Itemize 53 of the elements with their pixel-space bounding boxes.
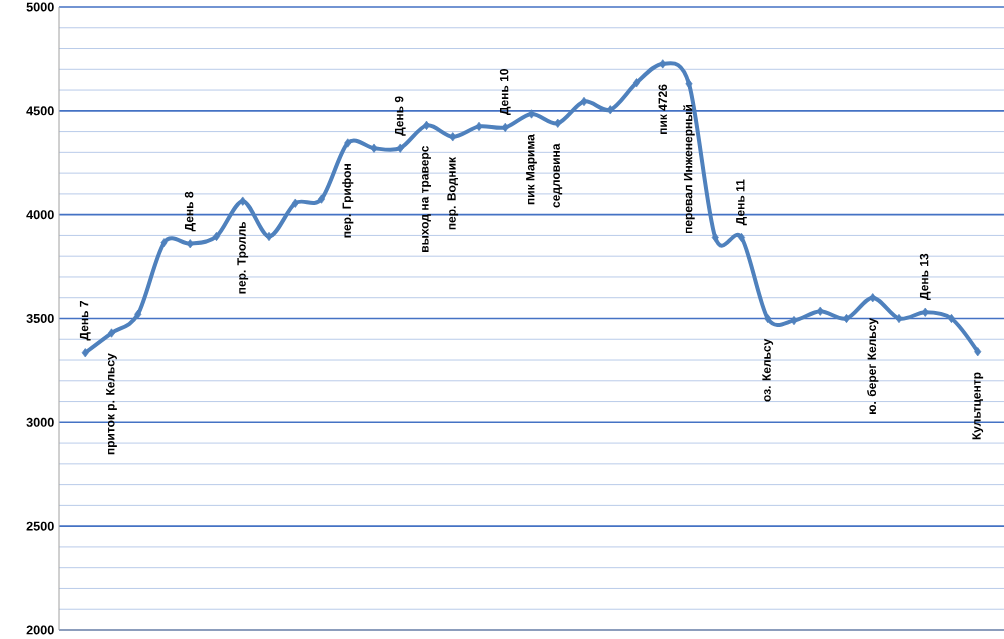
point xyxy=(239,196,247,206)
y-tick-label: 3500 xyxy=(26,314,54,323)
point xyxy=(869,293,877,303)
point xyxy=(134,309,142,319)
y-tick-label: 5000 xyxy=(26,2,54,12)
point xyxy=(921,307,929,317)
y-tick-label: 2500 xyxy=(26,521,54,531)
point xyxy=(475,121,483,132)
point xyxy=(81,348,89,358)
point xyxy=(160,238,168,248)
data-label: оз. Кельсу xyxy=(762,338,774,402)
point xyxy=(816,306,824,316)
data-label: День 7 xyxy=(79,301,91,341)
y-tick-label: 2000 xyxy=(26,625,54,635)
point xyxy=(974,347,982,357)
data-label: пер. Грифон xyxy=(342,164,354,238)
point xyxy=(659,59,667,69)
data-label: День 8 xyxy=(184,191,196,232)
data-label: перевал Инженерный xyxy=(683,104,695,234)
data-label: приток р. Кельсу xyxy=(106,353,117,455)
data-label: выход на траверс xyxy=(422,145,431,252)
point xyxy=(580,96,588,107)
point xyxy=(764,313,772,324)
data-label: седловина xyxy=(553,143,563,208)
point xyxy=(737,232,746,243)
data-label: пер. Водник xyxy=(447,157,459,230)
point xyxy=(396,143,404,153)
point xyxy=(632,78,641,88)
y-tick-label: 3000 xyxy=(26,417,54,427)
data-label: пер. Тролль xyxy=(237,221,249,294)
point xyxy=(554,118,562,128)
data-label: День 9 xyxy=(394,96,406,136)
data-label: День 13 xyxy=(919,253,931,300)
point xyxy=(344,138,352,148)
y-tick-label: 4000 xyxy=(26,210,54,220)
point xyxy=(370,143,378,153)
point xyxy=(449,132,457,142)
data-label: День 10 xyxy=(499,68,511,116)
data-label: пик Марима xyxy=(526,134,537,205)
data-label: пик 4726 xyxy=(658,84,668,134)
point xyxy=(186,239,194,249)
point xyxy=(265,231,273,242)
data-label: ю. берег Кельсу xyxy=(867,318,879,414)
point xyxy=(790,315,798,326)
point xyxy=(212,231,221,242)
point xyxy=(895,313,903,324)
point xyxy=(947,313,956,324)
point xyxy=(317,194,326,204)
point xyxy=(291,198,299,208)
data-label: Культцентр xyxy=(972,372,984,440)
data-label: День 11 xyxy=(736,179,747,226)
y-tick-label: 4500 xyxy=(26,106,54,116)
point xyxy=(107,328,116,338)
